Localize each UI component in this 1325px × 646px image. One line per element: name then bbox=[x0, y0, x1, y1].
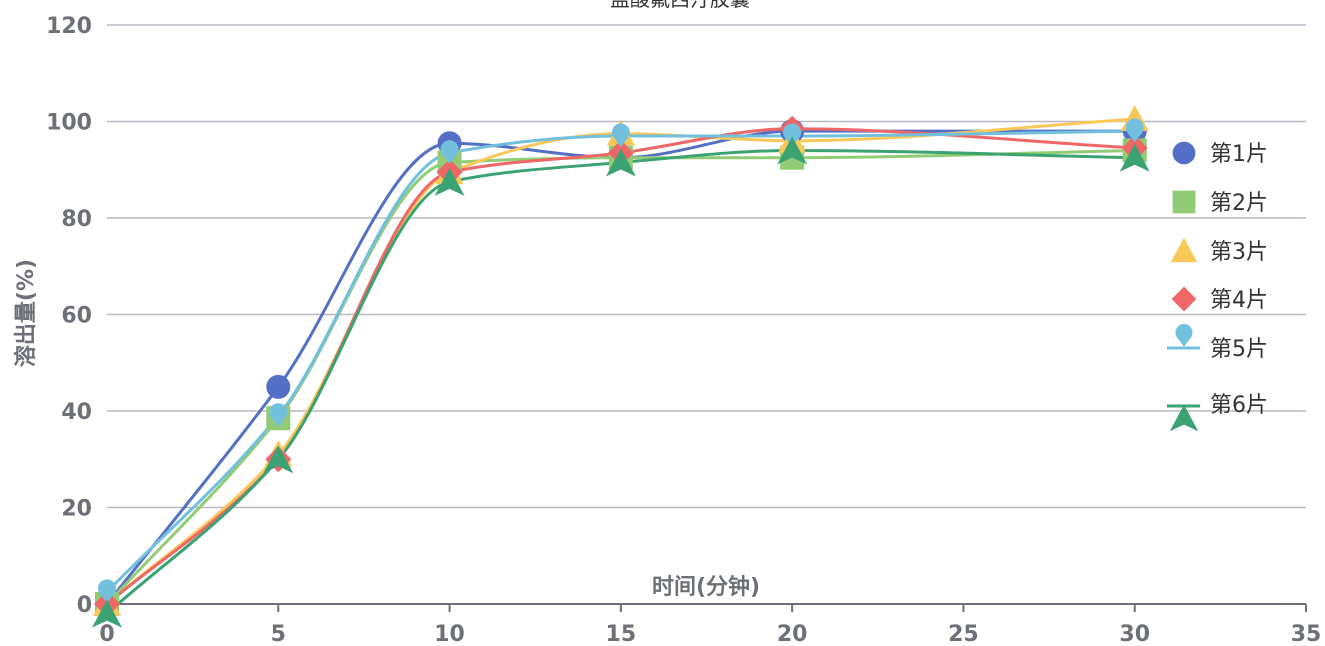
legend-marker bbox=[1169, 404, 1199, 432]
data-point-series-6 bbox=[1119, 143, 1150, 172]
series-line-2 bbox=[105, 148, 1135, 606]
series-line-4 bbox=[106, 127, 1135, 606]
legend-label: 第6片 bbox=[1210, 393, 1268, 418]
x-axis-title: 时间(分钟) bbox=[652, 574, 760, 600]
y-tick-label: 20 bbox=[61, 497, 92, 522]
data-point-series-6 bbox=[777, 136, 808, 165]
y-tick-label: 0 bbox=[77, 593, 92, 618]
legend-item-6[interactable]: 第6片 bbox=[1167, 393, 1268, 432]
series-line-6 bbox=[105, 148, 1135, 615]
data-point-series-6 bbox=[434, 167, 465, 196]
data-point-series-5 bbox=[269, 403, 288, 427]
y-tick-label: 60 bbox=[61, 304, 92, 329]
y-tick-label: 40 bbox=[61, 400, 92, 425]
data-point-series-6 bbox=[263, 445, 294, 474]
y-tick-label: 80 bbox=[61, 207, 92, 232]
data-point-series-5 bbox=[611, 123, 630, 147]
series-line-3 bbox=[106, 117, 1135, 606]
x-tick-label: 20 bbox=[777, 622, 808, 642]
x-tick-label: 15 bbox=[606, 622, 637, 642]
data-point-series-5 bbox=[1125, 118, 1144, 143]
legend-item-2[interactable]: 第2片 bbox=[1172, 190, 1268, 216]
series-line-1 bbox=[105, 129, 1135, 605]
legend-label: 第5片 bbox=[1210, 337, 1268, 362]
series-line-5 bbox=[105, 129, 1135, 593]
x-tick-label: 0 bbox=[99, 622, 114, 642]
data-point-series-1 bbox=[266, 374, 291, 399]
legend-item-3[interactable]: 第3片 bbox=[1170, 237, 1268, 265]
data-point-series-6 bbox=[605, 148, 636, 177]
legend-marker bbox=[1172, 190, 1196, 214]
y-tick-label: 120 bbox=[46, 14, 92, 39]
y-tick-label: 100 bbox=[46, 111, 92, 136]
legend-label: 第4片 bbox=[1210, 288, 1268, 313]
x-tick-label: 30 bbox=[1119, 622, 1150, 642]
axes: 0 20 40 60 80 100 120 0 5 10 15 20 25 30 35 bbox=[46, 14, 1322, 646]
data-point-series-5 bbox=[440, 140, 459, 164]
legend-item-5[interactable]: 第5片 bbox=[1167, 324, 1268, 362]
legend-item-4[interactable]: 第4片 bbox=[1171, 286, 1268, 313]
grid-lines bbox=[107, 24, 1306, 509]
legend-marker bbox=[1171, 286, 1197, 312]
series-markers bbox=[92, 105, 1150, 628]
legend-label: 第2片 bbox=[1210, 191, 1268, 216]
data-point-series-6 bbox=[92, 599, 122, 628]
x-tick-label: 10 bbox=[434, 622, 465, 642]
legend-marker bbox=[1175, 324, 1193, 347]
legend-marker bbox=[1172, 141, 1196, 165]
x-tick-label: 5 bbox=[271, 622, 286, 642]
data-point-series-5 bbox=[783, 123, 802, 147]
series-lines bbox=[105, 117, 1135, 615]
legend-item-1[interactable]: 第1片 bbox=[1172, 141, 1268, 167]
y-axis-title: 溶出量(%) bbox=[13, 259, 39, 367]
legend-marker bbox=[1170, 237, 1198, 263]
legend-label: 第1片 bbox=[1210, 142, 1268, 167]
chart-title: 盐酸氟西汀胶囊 bbox=[610, 0, 750, 11]
legend-label: 第3片 bbox=[1210, 240, 1268, 265]
x-tick-label: 35 bbox=[1291, 622, 1322, 642]
data-point-series-5 bbox=[98, 579, 116, 603]
x-tick-label: 25 bbox=[948, 622, 979, 642]
